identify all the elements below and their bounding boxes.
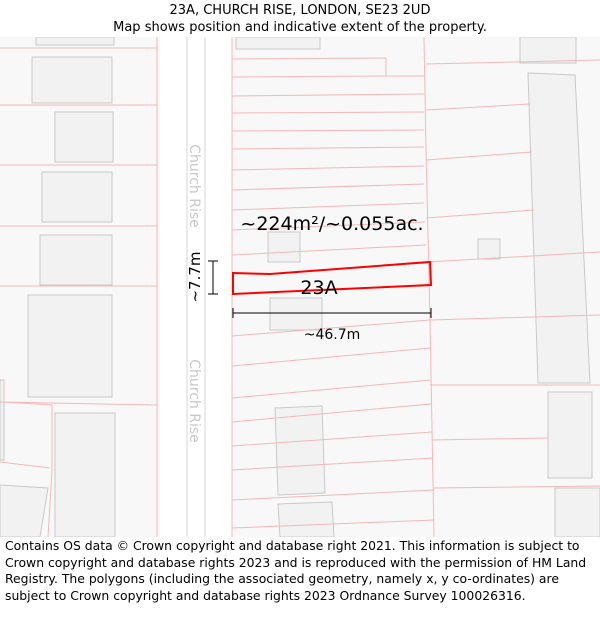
building [39,234,113,286]
map-subtitle: Map shows position and indicative extent… [113,20,487,35]
building [477,238,501,260]
map-canvas[interactable]: Church Rise Church Rise ~224m²/~0.055ac.… [0,37,600,537]
street-label-top: Church Rise [186,144,202,228]
plot-label: 23A [300,277,337,299]
street-label-bottom: Church Rise [186,359,202,443]
building [41,171,113,223]
church-rise-road [160,37,232,537]
subject-property-outline[interactable] [232,260,433,296]
building [35,37,115,46]
width-dimension-line [232,308,432,318]
building [0,379,5,461]
building [54,412,116,537]
buildings [0,37,600,537]
area-label: ~224m²/~0.055ac. [240,213,423,235]
map-svg: Church Rise Church Rise ~224m²/~0.055ac.… [0,37,600,537]
height-dimension-line [208,260,218,295]
building [274,405,326,496]
property-address-title: 23A, CHURCH RISE, LONDON, SE23 2UD [169,3,431,18]
building [547,391,593,479]
building [519,37,577,64]
building [235,37,321,50]
building [31,56,113,104]
copyright-notice: Contains OS data © Crown copyright and d… [5,538,587,603]
building [527,72,591,384]
boundary-lines [0,37,600,537]
building [269,297,323,331]
building [554,487,600,537]
building [267,231,301,263]
map-header: 23A, CHURCH RISE, LONDON, SE23 2UD Map s… [0,0,600,37]
width-dimension-label: ~46.7m [304,327,361,343]
building [27,294,113,398]
building [277,501,335,537]
height-dimension-label: ~7.7m [186,251,204,302]
building [54,111,114,163]
building [0,484,49,537]
